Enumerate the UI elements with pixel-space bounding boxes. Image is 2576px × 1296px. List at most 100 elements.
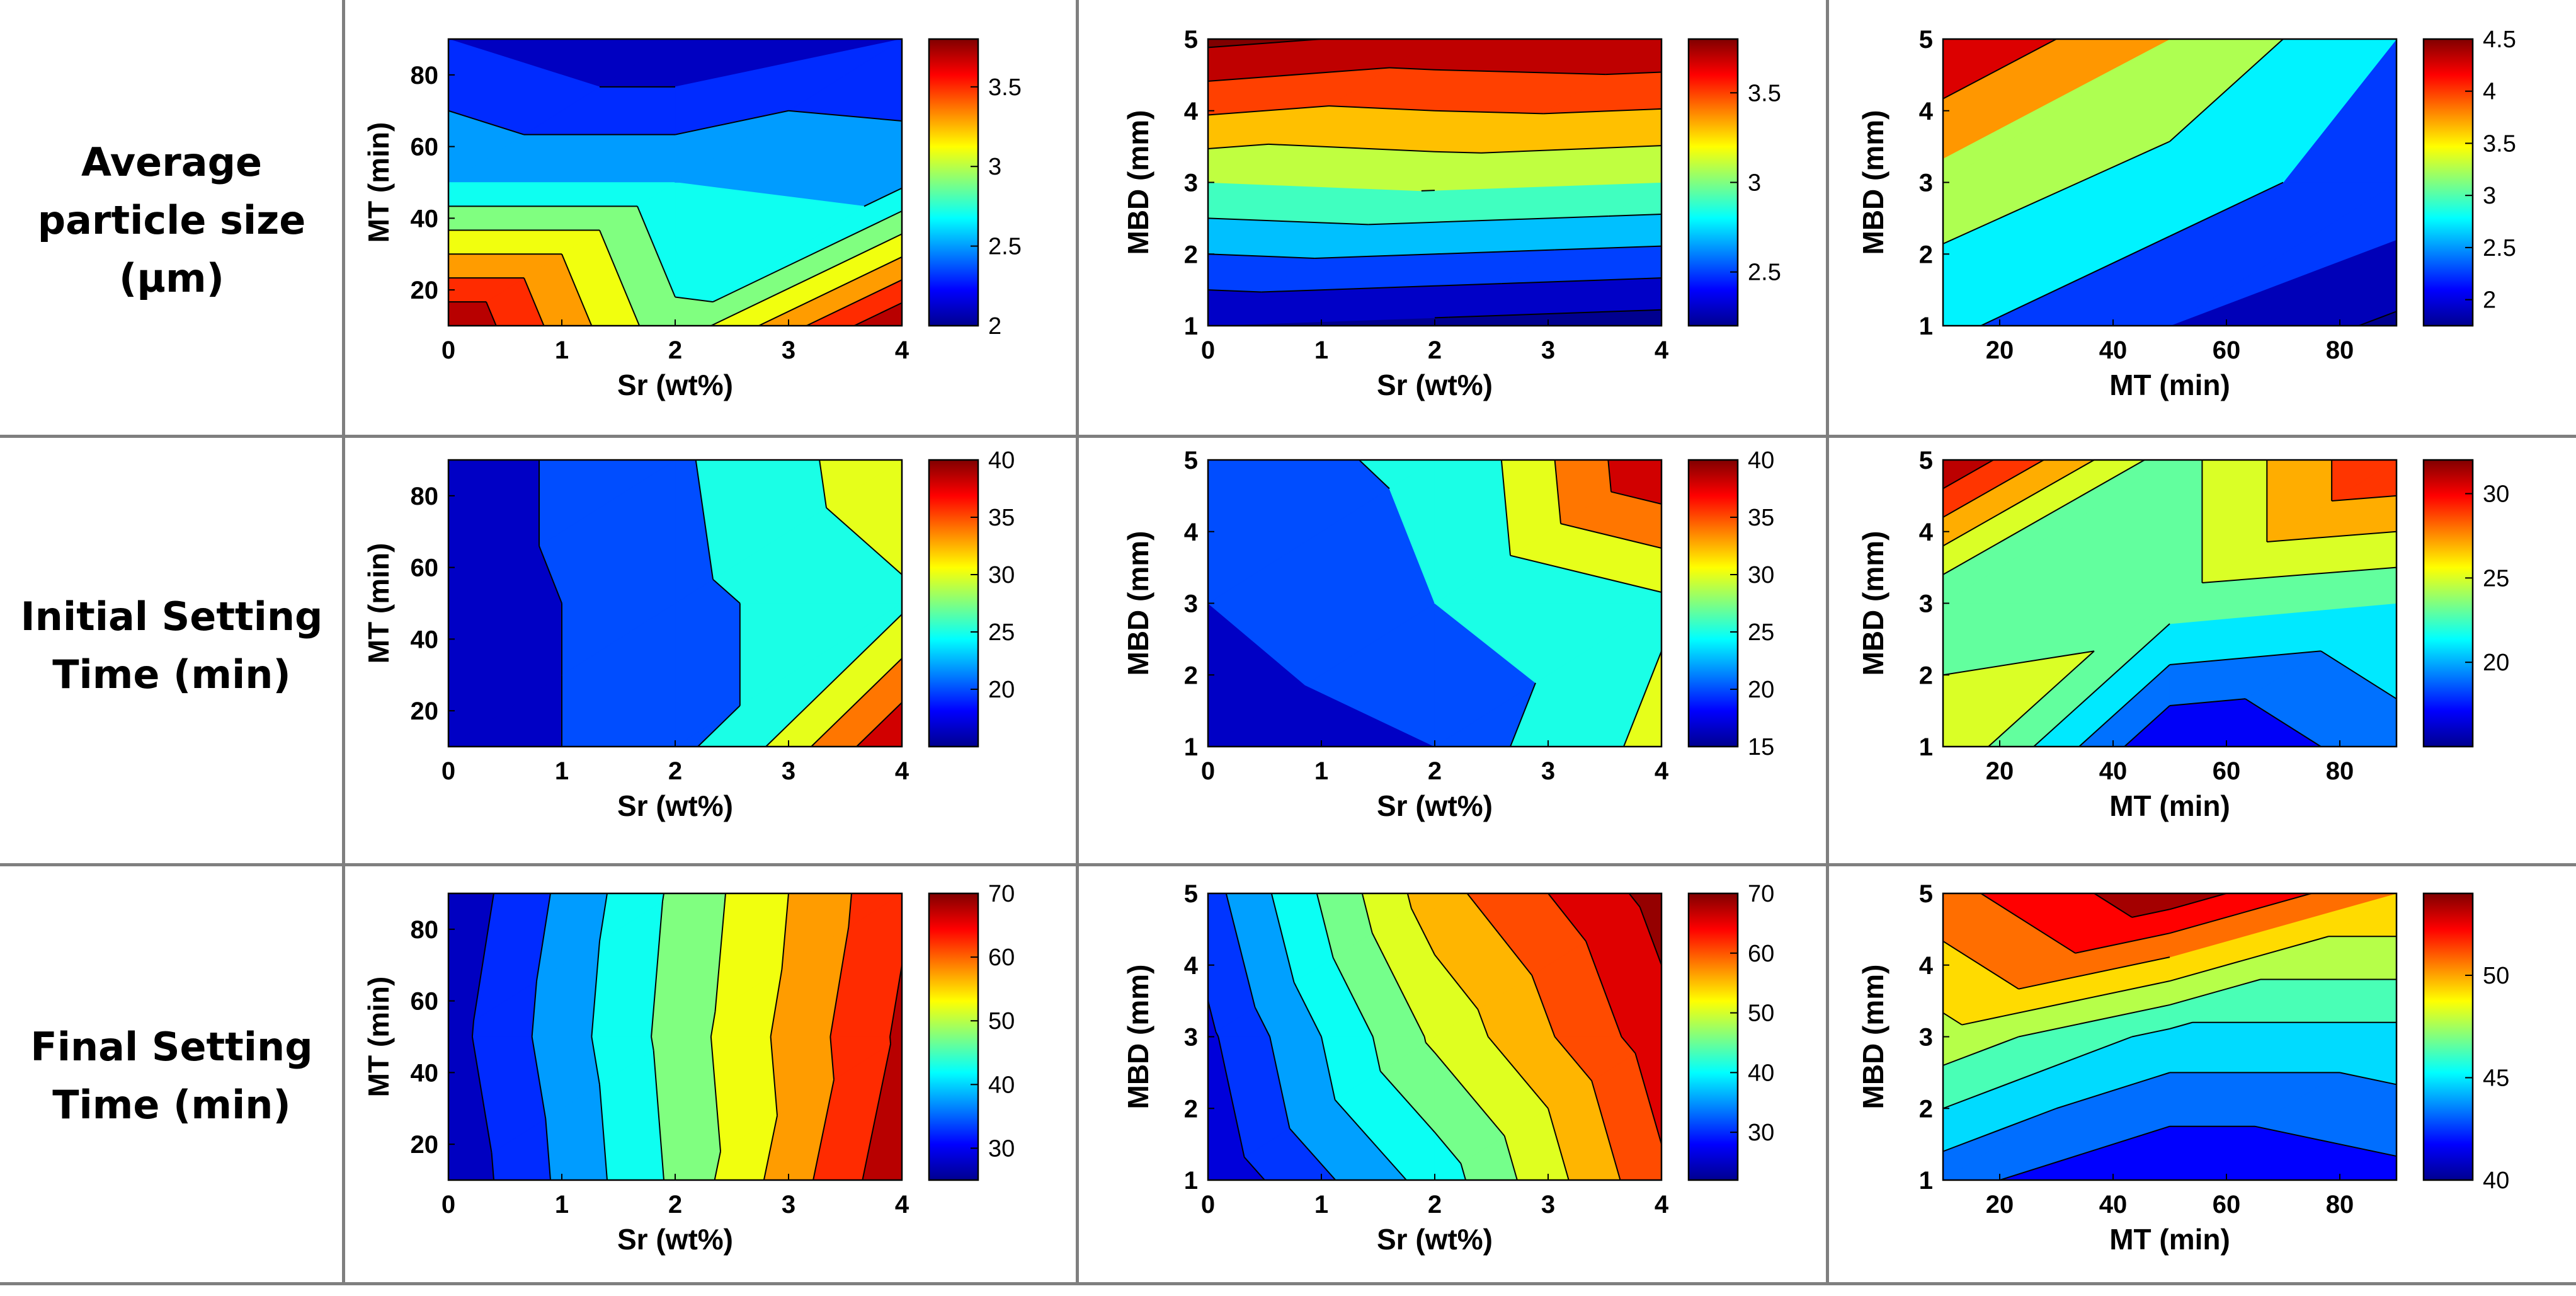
contour-line bbox=[2339, 1072, 2397, 1086]
contour-line bbox=[1608, 214, 1662, 217]
contour-line bbox=[1501, 277, 1662, 285]
contour-line bbox=[1434, 1052, 1505, 1137]
contour-line bbox=[448, 110, 525, 135]
colorbar: 2 2.5 3 3.5 4 4.5 bbox=[2422, 26, 2516, 327]
contour-line bbox=[2169, 698, 2246, 706]
colorbar-bar bbox=[1687, 459, 1739, 748]
colorbar-tick-label: 30 bbox=[2483, 481, 2509, 508]
contour-line bbox=[2267, 530, 2397, 542]
contour-line bbox=[471, 1036, 493, 1153]
y-tick-label: 60 bbox=[411, 134, 439, 161]
colorbar-tick-label: 60 bbox=[1748, 941, 1774, 967]
x-tick-label: 2 bbox=[1428, 757, 1442, 785]
x-tick-label: 1 bbox=[555, 757, 569, 785]
contour-line bbox=[1448, 309, 1662, 318]
contour-fills bbox=[1207, 893, 1663, 1181]
y-tick-label: 1 bbox=[1919, 1167, 1933, 1195]
contour-line bbox=[545, 1118, 551, 1181]
contour-fills bbox=[1942, 38, 2398, 326]
x-tick-label: 0 bbox=[442, 336, 455, 364]
contour-line bbox=[1243, 1156, 1265, 1181]
contour-line bbox=[1477, 1009, 1489, 1037]
x-tick-label: 20 bbox=[1986, 757, 2014, 785]
contour-fills bbox=[1942, 459, 2398, 747]
colorbar-bar bbox=[928, 459, 979, 748]
contour-line bbox=[1942, 459, 2095, 547]
y-tick-label: 5 bbox=[1919, 26, 1933, 54]
contour-line bbox=[829, 1036, 835, 1080]
x-tick-label: 40 bbox=[2099, 757, 2128, 785]
contour-line bbox=[1942, 38, 2057, 100]
contour-line bbox=[1621, 1036, 1636, 1054]
contour-line bbox=[2169, 893, 2312, 934]
contour-plot-6: 20 40 60 80 1 2 3 4 5 MT (min) MBD (mm) 20 25 30 bbox=[1857, 447, 2509, 822]
x-tick-label: 1 bbox=[555, 1191, 569, 1219]
y-axis-label: MT (min) bbox=[362, 977, 395, 1098]
y-tick-label: 1 bbox=[1184, 1167, 1198, 1195]
contour-line bbox=[889, 1036, 891, 1044]
y-tick-label: 1 bbox=[1184, 733, 1198, 761]
contour-line bbox=[1605, 71, 1662, 76]
contour-line bbox=[1270, 893, 1295, 983]
contour-lines bbox=[1942, 38, 2397, 326]
contour-line bbox=[1314, 253, 1435, 259]
contour-lines bbox=[471, 893, 903, 1181]
contour-line bbox=[1371, 932, 1425, 1037]
colorbar: 2 2.5 3 3.5 bbox=[928, 38, 1022, 340]
y-tick-label: 20 bbox=[411, 277, 439, 304]
contour-lines bbox=[448, 86, 903, 326]
contour-line bbox=[1554, 245, 1662, 251]
x-tick-label: 0 bbox=[1201, 1191, 1215, 1219]
contour-line bbox=[848, 893, 852, 927]
y-tick-label: 5 bbox=[1919, 880, 1933, 908]
colorbar-tick-label: 2.5 bbox=[1748, 260, 1781, 286]
contour-line bbox=[1423, 1036, 1427, 1043]
colorbar-bar bbox=[2422, 892, 2474, 1181]
y-tick-label: 4 bbox=[1184, 519, 1199, 546]
contour-line bbox=[1961, 980, 2170, 1026]
colorbar-tick-label: 30 bbox=[988, 1135, 1015, 1162]
contour-line bbox=[712, 210, 903, 302]
x-tick-label: 2 bbox=[668, 336, 682, 364]
colorbar-tick-label: 3 bbox=[2483, 183, 2496, 209]
y-tick-label: 4 bbox=[1184, 98, 1199, 125]
contour-line bbox=[1500, 459, 1511, 556]
contour-line bbox=[599, 1084, 608, 1181]
colorbar-bar bbox=[2422, 459, 2474, 748]
contour-line bbox=[1487, 1036, 1549, 1109]
contour-line bbox=[2169, 936, 2329, 982]
contour-line bbox=[637, 206, 676, 297]
colorbar-tick-label: 40 bbox=[1748, 1060, 1774, 1086]
contour-line bbox=[1434, 151, 1481, 154]
colorbar-tick-label: 3.5 bbox=[1748, 80, 1781, 106]
contour-line bbox=[1980, 893, 2076, 954]
y-tick-label: 40 bbox=[411, 205, 439, 232]
contour-line bbox=[1421, 190, 1435, 192]
contour-line bbox=[473, 893, 494, 1021]
x-tick-label: 1 bbox=[1314, 336, 1328, 364]
y-tick-label: 2 bbox=[1919, 662, 1933, 689]
contour-line bbox=[812, 1079, 835, 1181]
contour-line bbox=[1434, 215, 1609, 223]
divider-vertical-3 bbox=[1826, 0, 1829, 1285]
y-axis-label: MT (min) bbox=[362, 543, 395, 664]
y-axis-label: MBD (mm) bbox=[1857, 110, 1889, 255]
contour-line bbox=[2332, 495, 2397, 502]
y-tick-label: 80 bbox=[411, 62, 439, 89]
contour-line bbox=[1368, 221, 1435, 226]
contour-line bbox=[2131, 1028, 2170, 1038]
colorbar-bar bbox=[1687, 38, 1739, 327]
contour-line bbox=[1510, 554, 1662, 593]
colorbar-tick-label: 25 bbox=[988, 619, 1015, 646]
y-axis-label: MBD (mm) bbox=[1122, 110, 1154, 255]
contour-line bbox=[2075, 932, 2170, 954]
contour-line bbox=[1434, 283, 1502, 287]
colorbar-tick-label: 30 bbox=[988, 562, 1015, 588]
contour-line bbox=[1628, 893, 1641, 908]
colorbar: 2.5 3 3.5 bbox=[1687, 38, 1781, 327]
contour-line bbox=[1207, 289, 1262, 293]
x-axis-label: Sr (wt%) bbox=[1377, 369, 1493, 401]
x-tick-label: 60 bbox=[2213, 1191, 2241, 1219]
contour-line bbox=[1942, 1012, 1963, 1026]
